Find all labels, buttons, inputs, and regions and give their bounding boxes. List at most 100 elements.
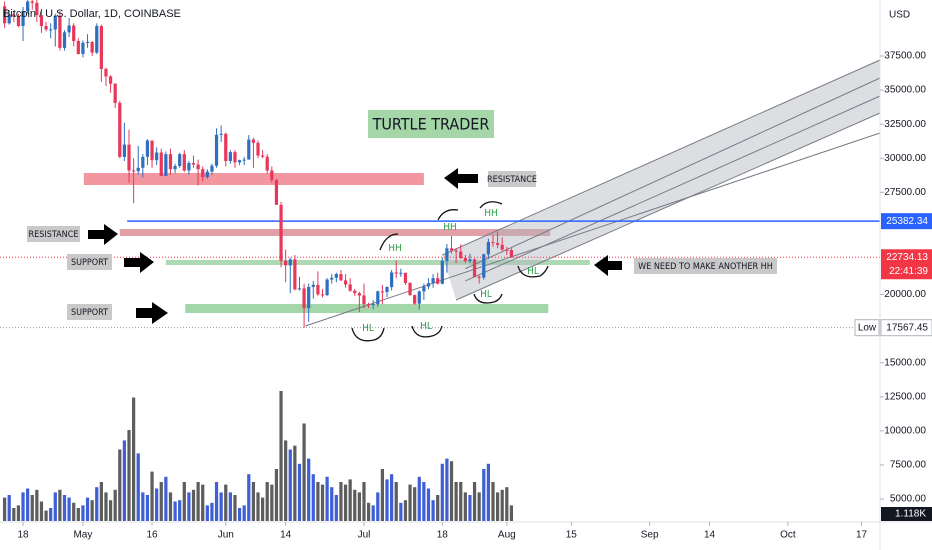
candle-body <box>141 156 145 168</box>
volume-bar <box>214 482 219 521</box>
candle-body <box>155 152 159 161</box>
volume-bar <box>261 497 265 521</box>
volume-bar <box>500 489 504 521</box>
volume-tag-label: 1.118K <box>895 509 926 520</box>
channel-line <box>442 59 881 256</box>
candle-body <box>85 41 90 43</box>
volume-bar <box>21 492 25 521</box>
volume-bar <box>159 482 163 521</box>
candle-body <box>173 166 177 170</box>
candle-body <box>394 272 398 274</box>
candle-body <box>118 102 122 157</box>
y-tick-label: 5000.00 <box>890 494 927 505</box>
x-tick-label: 14 <box>704 530 716 541</box>
candle-body <box>413 295 417 304</box>
y-tick-label: 37500.00 <box>884 51 926 62</box>
candle-body <box>127 144 131 171</box>
candle-body <box>164 154 168 176</box>
volume-bar <box>81 505 85 521</box>
volume-bar <box>394 482 398 521</box>
volume-bar <box>311 474 315 521</box>
volume-bar <box>191 489 196 521</box>
volume-bar <box>454 482 458 521</box>
volume-bar <box>104 492 108 521</box>
volume-bar <box>35 489 39 521</box>
candle-body <box>145 140 150 157</box>
candle-body <box>311 284 315 287</box>
hh-label: HH <box>443 222 457 233</box>
candle-body <box>293 259 297 290</box>
candle-body <box>62 32 67 48</box>
volume-bar <box>463 492 467 521</box>
hh-label: HH <box>388 243 402 254</box>
x-tick-label: 16 <box>146 530 158 541</box>
volume-bar <box>224 484 228 521</box>
candle-body <box>339 274 343 281</box>
volume-bar <box>472 482 477 521</box>
volume-bar <box>422 482 426 521</box>
candle-body <box>445 248 449 261</box>
volume-bar <box>334 495 338 521</box>
chart-title: Bitcoin / U.S. Dollar, 1D, COINBASE <box>3 8 181 20</box>
volume-bar <box>90 500 94 521</box>
candle-body <box>237 160 242 163</box>
candle-body <box>256 142 260 156</box>
volume-bar <box>127 430 131 521</box>
candle-body <box>371 304 375 306</box>
currency: USD <box>889 10 910 21</box>
volume-bar <box>509 505 514 521</box>
volume-bar <box>58 489 62 521</box>
low-text: Low <box>858 322 877 333</box>
volume-bar <box>385 479 389 521</box>
volume-bar <box>403 500 408 521</box>
zone <box>165 259 590 265</box>
arc <box>517 265 549 278</box>
volume-bar <box>233 495 237 521</box>
y-tick-label: 35000.00 <box>884 85 926 96</box>
candle-body <box>99 26 103 69</box>
note: WE NEED TO MAKE ANOTHER HH <box>638 262 773 272</box>
volume-bar <box>145 495 150 521</box>
volume-bar <box>16 505 21 521</box>
y-tick-label: 30000.00 <box>884 153 926 164</box>
candle-body <box>362 295 366 305</box>
price-tag <box>881 213 932 230</box>
volume-bar <box>288 449 292 521</box>
arc <box>473 293 503 304</box>
volume-bar <box>495 492 500 521</box>
volume-bar <box>95 487 99 521</box>
candle-body <box>182 154 186 171</box>
candle-body <box>113 83 117 103</box>
volume-bar <box>274 469 279 521</box>
candle-body <box>21 11 25 27</box>
candle-body <box>403 272 408 283</box>
candle-body <box>44 26 48 30</box>
x-tick-label: 14 <box>280 530 292 541</box>
volume-bar <box>30 495 34 521</box>
volume-bar <box>279 391 283 521</box>
volume-bar <box>182 482 186 521</box>
volume-bar <box>302 423 306 521</box>
volume-bar <box>67 497 71 521</box>
candle-body <box>30 1 34 3</box>
candle-body <box>284 260 288 266</box>
candle-body <box>122 144 127 157</box>
volume-bar <box>122 440 127 521</box>
candle-body <box>297 288 302 290</box>
y-tick-label: 7500.00 <box>890 460 927 471</box>
zone <box>119 229 551 236</box>
volume-bar <box>219 492 223 521</box>
hl-label: HL <box>362 323 374 334</box>
label-box <box>488 171 536 187</box>
volume-bar <box>408 484 412 521</box>
candle-body <box>477 276 481 278</box>
volume-bar <box>108 500 113 521</box>
volume-bar <box>390 474 394 521</box>
arrow <box>136 302 168 324</box>
candle-body <box>219 133 223 135</box>
volume-bar <box>168 492 173 521</box>
support-label: SUPPORT <box>71 258 108 268</box>
candle-body <box>348 284 352 291</box>
candle-body <box>431 278 435 284</box>
